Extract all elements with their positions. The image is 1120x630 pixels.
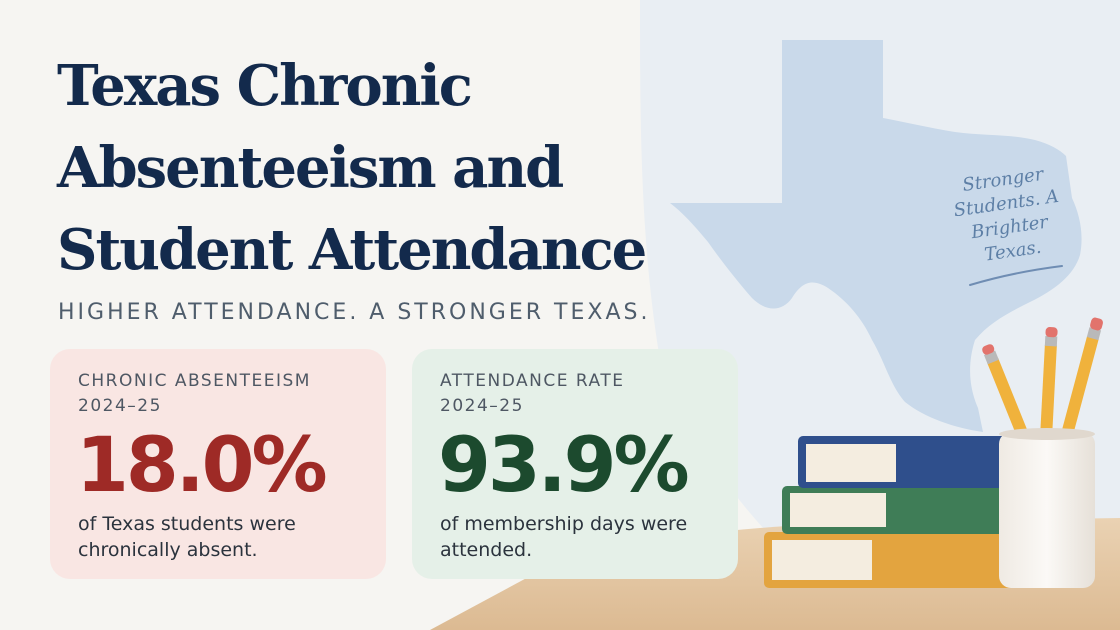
texas-map-icon [670,40,1082,432]
card-year: 2024–25 [440,396,524,416]
chronic-absenteeism-card: CHRONIC ABSENTEEISM 2024–25 18.0% of Tex… [50,349,386,579]
card-label: ATTENDANCE RATE [440,371,625,391]
title-line-1: Texas Chronic [57,53,473,119]
card-year: 2024–25 [78,396,162,416]
card-label: CHRONIC ABSENTEEISM [78,371,311,391]
book-bottom-pages [772,540,872,580]
map-handwritten-note: Stronger Students. A Brighter Texas. [952,163,1061,266]
pencil-icon [1060,317,1103,440]
title-line-3: Student Attendance [57,217,647,283]
pencil-cup-icon [982,317,1103,588]
handwritten-underline [969,265,1063,286]
pencil-icon [1040,327,1058,439]
book-stack-icon [764,436,1030,588]
book-middle-pages [790,493,886,527]
title-line-2: Absenteeism and [57,135,564,201]
chronic-absenteeism-value: 18.0% [76,420,328,509]
card-caption: of membership days were attended. [440,513,688,561]
book-top-pages [806,444,896,482]
tagline: HIGHER ATTENDANCE. A STRONGER TEXAS. [58,300,651,325]
cup [999,432,1095,588]
attendance-rate-value: 93.9% [438,420,690,509]
card-caption: of Texas students were chronically absen… [78,513,296,561]
cup-rim [999,428,1095,440]
attendance-rate-card: ATTENDANCE RATE 2024–25 93.9% of members… [412,349,738,579]
pencil-icon [982,344,1030,441]
